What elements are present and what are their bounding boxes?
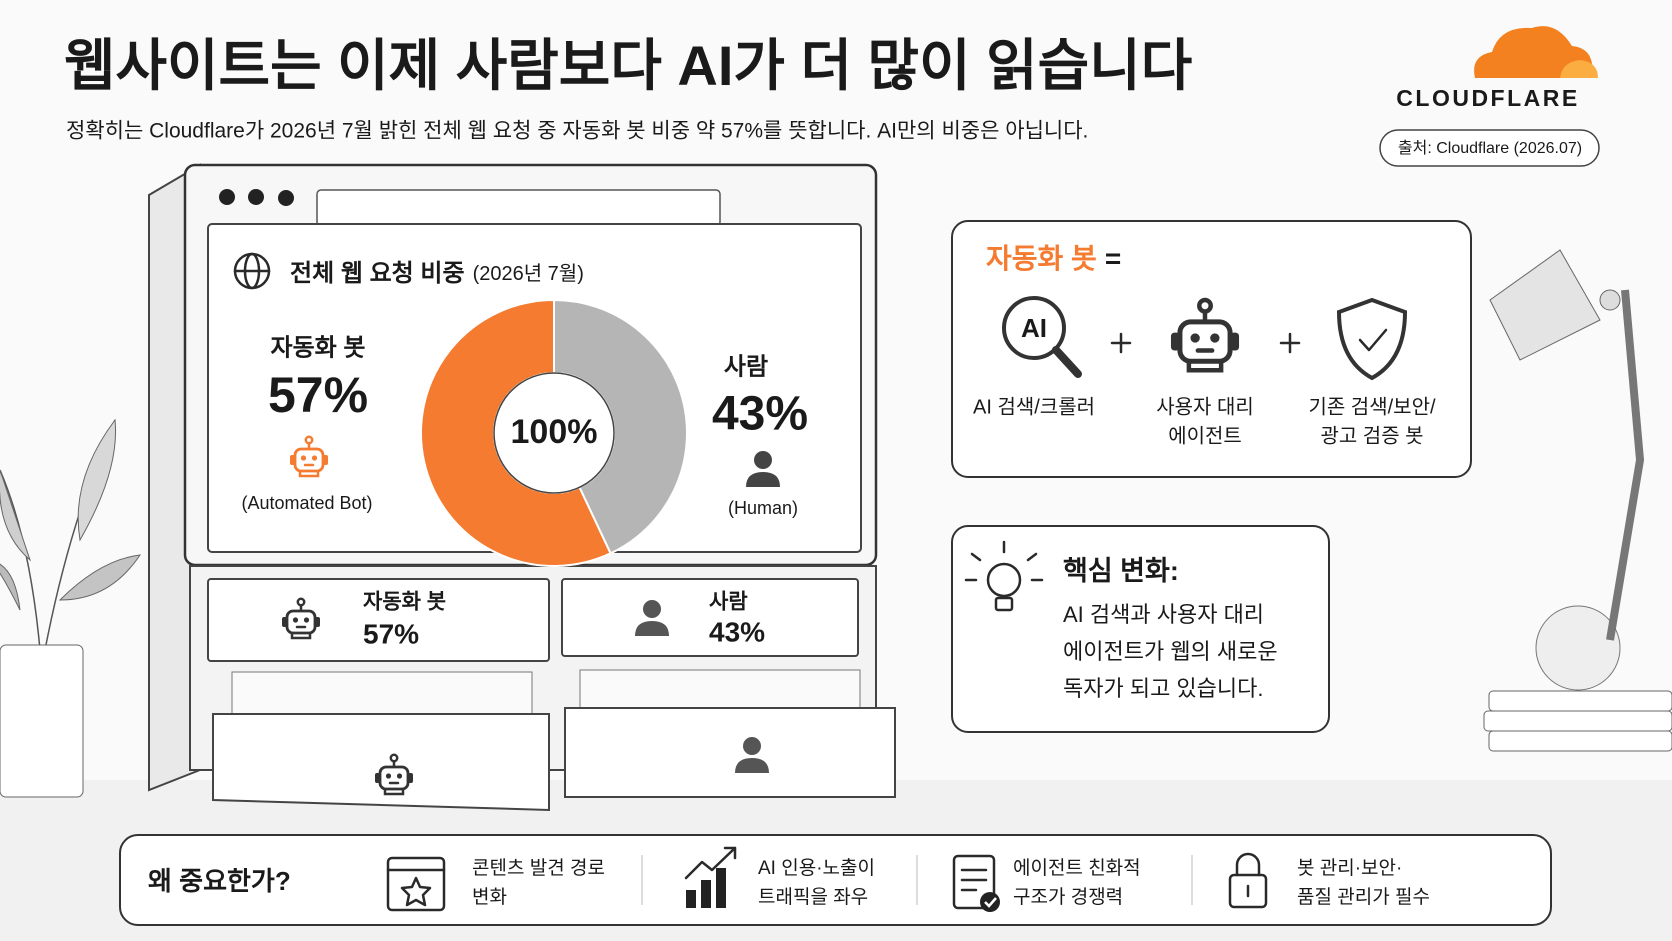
definition-label: 에이전트	[1168, 424, 1242, 447]
why-item-line: 에이전트 친화적	[1013, 857, 1141, 879]
logo-text: CLOUDFLARE	[1396, 85, 1579, 111]
definition-title: 자동화 봇 =	[986, 243, 1121, 274]
chart-subtitle: (2026년 7월)	[473, 262, 584, 285]
subtitle: 정확히는 Cloudflare가 2026년 7월 밝힌 전체 웹 요청 중 자…	[66, 120, 1088, 143]
drawer-bot-value: 57%	[363, 618, 419, 649]
insight-box	[951, 525, 1330, 733]
lamp	[1483, 249, 1672, 752]
why-icons	[386, 846, 1268, 912]
insight-line: 에이전트가 웹의 새로운	[1063, 639, 1278, 664]
drawer-human-value: 43%	[709, 616, 765, 647]
magnifier-icon	[1002, 296, 1082, 378]
donut-center: 100%	[511, 413, 598, 451]
definition-term: 자동화 봇	[986, 243, 1097, 274]
insight-line: AI 검색과 사용자 대리	[1063, 602, 1264, 627]
insight-title: 핵심 변화:	[1063, 556, 1179, 586]
human-value: 43%	[712, 388, 808, 441]
bot-label: 자동화 봇	[271, 334, 366, 361]
plant	[0, 418, 142, 798]
why-item-line: 콘텐츠 발견 경로	[472, 857, 605, 879]
why-title: 왜 중요한가?	[148, 866, 291, 896]
why-item-line: AI 인용·노출이	[758, 857, 875, 879]
definition-label: 광고 검증 봇	[1320, 424, 1423, 447]
globe-icon	[233, 252, 271, 290]
why-item-line: 품질 관리가 필수	[1297, 886, 1430, 908]
shield-icon	[1336, 297, 1408, 381]
definition-equals: =	[1105, 243, 1121, 274]
chart-title: 전체 웹 요청 비중 (2026년 7월)	[290, 260, 584, 287]
why-item-line: 봇 관리·보안·	[1297, 857, 1402, 879]
bot-value: 57%	[268, 367, 368, 423]
source-pill	[1379, 129, 1600, 167]
donut	[420, 298, 688, 567]
why-item-line: 트래픽을 좌우	[758, 886, 868, 908]
definition-label: 기존 검색/보안/	[1308, 395, 1436, 418]
definition-label: AI 검색/크롤러	[973, 395, 1095, 418]
why-dividers	[641, 855, 1193, 905]
title: 웹사이트는 이제 사람보다 AI가 더 많이 읽습니다	[64, 34, 1192, 97]
insight-line: 독자가 되고 있습니다.	[1063, 676, 1264, 701]
bulb-icon	[964, 540, 1044, 612]
bot-note: (Automated Bot)	[241, 493, 372, 513]
why-item-line: 변화	[472, 886, 507, 908]
logo-cloud	[1474, 26, 1598, 79]
source: 출처: Cloudflare (2026.07)	[1398, 139, 1582, 157]
why-bar	[119, 834, 1552, 926]
donut-hole	[493, 372, 615, 494]
why-item-line: 구조가 경쟁력	[1013, 886, 1123, 908]
chart-title-main: 전체 웹 요청 비중	[290, 260, 465, 287]
magnifier-text: AI	[1021, 313, 1047, 343]
human-note: (Human)	[728, 498, 798, 518]
definition-label: 사용자 대리	[1156, 395, 1254, 418]
plus	[1110, 332, 1301, 354]
drawer-bot-label: 자동화 봇	[363, 591, 446, 614]
human-label: 사람	[724, 353, 768, 380]
drawer-human-label: 사람	[709, 591, 748, 614]
